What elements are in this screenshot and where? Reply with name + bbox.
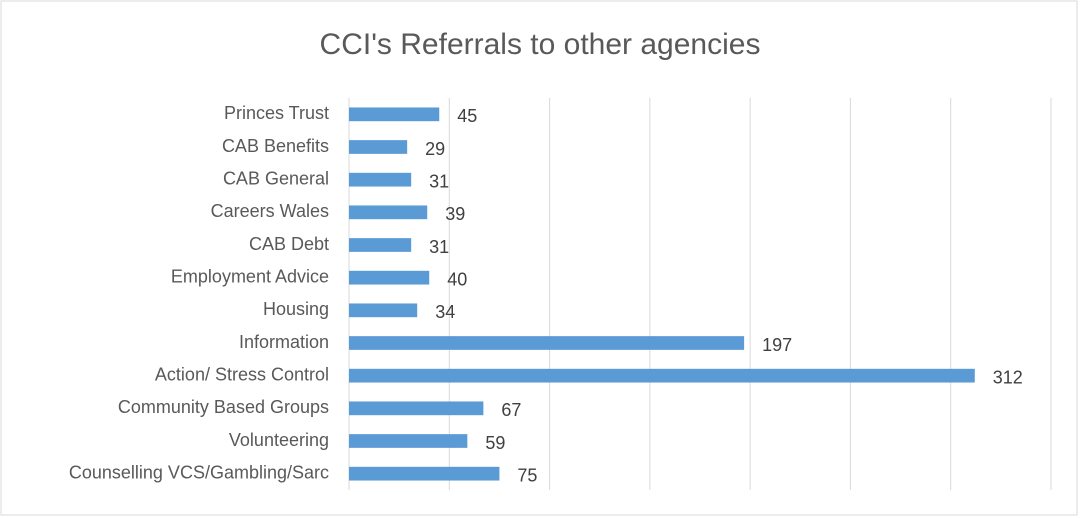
data-label: 31 <box>429 237 449 257</box>
y-tick-label: Careers Wales <box>211 201 329 221</box>
data-label: 75 <box>517 465 537 485</box>
data-label: 67 <box>501 400 521 420</box>
bar <box>349 140 408 154</box>
y-tick-label: Counselling VCS/Gambling/Sarc <box>69 462 329 482</box>
data-label: 312 <box>993 367 1023 387</box>
data-label: 59 <box>485 433 505 453</box>
y-tick-label: Princes Trust <box>224 103 329 123</box>
data-label: 39 <box>445 204 465 224</box>
bar <box>349 434 468 448</box>
bar <box>349 336 745 350</box>
y-tick-label: CAB General <box>223 168 329 188</box>
bar <box>349 172 412 187</box>
y-tick-label: Volunteering <box>229 430 329 450</box>
bar <box>349 205 428 220</box>
data-label: 29 <box>425 139 445 159</box>
y-tick-label: CAB Debt <box>249 234 329 254</box>
y-tick-label: Housing <box>263 299 329 319</box>
bar <box>349 270 430 285</box>
y-tick-label: CAB Benefits <box>222 136 329 156</box>
data-label: 34 <box>435 302 455 322</box>
bar <box>349 238 412 252</box>
bar <box>349 401 484 416</box>
y-tick-label: Information <box>239 332 329 352</box>
bar <box>349 466 500 481</box>
data-label: 197 <box>762 335 792 355</box>
data-label: 40 <box>447 269 467 289</box>
y-tick-label: Action/ Stress Control <box>155 364 329 384</box>
bar <box>349 303 418 318</box>
y-tick-label: Community Based Groups <box>118 397 329 417</box>
bar <box>349 368 975 383</box>
bar <box>349 107 440 122</box>
chart-title: CCI's Referrals to other agencies <box>320 28 761 61</box>
y-tick-label: Employment Advice <box>171 266 329 286</box>
data-label: 31 <box>429 171 449 191</box>
data-label: 45 <box>457 106 477 126</box>
